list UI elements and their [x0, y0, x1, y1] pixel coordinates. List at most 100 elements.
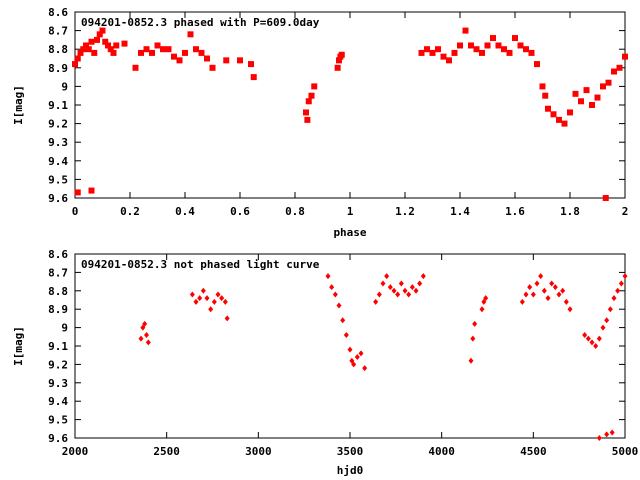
- data-point: [187, 31, 194, 38]
- data-point: [215, 291, 221, 298]
- plot-title: 094201-0852.3 not phased light curve: [81, 258, 320, 271]
- data-point: [512, 35, 518, 42]
- data-point: [506, 49, 513, 56]
- data-point: [398, 280, 404, 287]
- x-tick-label: 0.8: [285, 205, 305, 218]
- data-point: [484, 42, 491, 49]
- x-tick-label: 0.4: [175, 205, 195, 218]
- data-point: [523, 46, 529, 53]
- data-point: [473, 46, 480, 53]
- data-point: [556, 291, 562, 298]
- data-point: [538, 273, 544, 280]
- data-point: [145, 339, 151, 346]
- x-tick-label: 4000: [428, 445, 455, 458]
- data-point: [609, 429, 615, 436]
- data-point: [528, 49, 535, 56]
- data-point: [572, 90, 579, 97]
- data-point: [143, 46, 150, 53]
- data-point: [545, 295, 551, 302]
- y-tick-label: 9.5: [48, 414, 68, 427]
- data-point: [303, 109, 309, 116]
- data-point: [376, 291, 382, 298]
- data-point: [600, 83, 606, 90]
- x-tick-label: 0.6: [230, 205, 250, 218]
- data-point: [604, 317, 610, 324]
- data-point: [470, 335, 476, 342]
- data-point: [424, 46, 430, 53]
- data-point: [384, 273, 390, 280]
- x-tick-label: 0: [72, 205, 79, 218]
- data-point: [85, 46, 92, 53]
- data-point: [329, 284, 335, 291]
- data-point: [409, 284, 415, 291]
- y-tick-label: 9.3: [48, 136, 68, 149]
- data-point: [182, 49, 188, 56]
- x-tick-label: 4500: [520, 445, 547, 458]
- x-tick-label: 0.2: [120, 205, 140, 218]
- data-point: [336, 57, 342, 64]
- data-point: [420, 273, 426, 280]
- y-tick-label: 9: [61, 322, 68, 335]
- data-point: [107, 46, 114, 53]
- y-tick-label: 9.6: [48, 432, 68, 445]
- data-point: [197, 295, 203, 302]
- data-point: [171, 53, 177, 60]
- data-point: [105, 42, 111, 49]
- data-point: [596, 335, 602, 342]
- data-point: [539, 83, 546, 90]
- data-point: [542, 92, 549, 99]
- data-point: [490, 35, 496, 42]
- data-point: [250, 74, 257, 81]
- y-tick-label: 9.5: [48, 173, 68, 186]
- data-point: [468, 42, 474, 49]
- data-point: [593, 343, 599, 349]
- data-point: [585, 335, 591, 342]
- data-point: [541, 287, 547, 294]
- data-point: [605, 79, 612, 86]
- data-point: [583, 87, 590, 94]
- y-tick-label: 9.4: [48, 155, 68, 168]
- data-point: [435, 46, 441, 53]
- data-point: [113, 42, 120, 49]
- data-point: [479, 306, 485, 313]
- x-tick-label: 3500: [337, 445, 364, 458]
- data-point: [615, 287, 621, 294]
- data-point: [338, 51, 345, 58]
- data-point: [387, 284, 393, 291]
- data-point: [549, 280, 555, 287]
- data-point: [354, 354, 360, 361]
- data-point: [611, 295, 617, 302]
- data-point: [88, 187, 95, 194]
- data-point: [340, 317, 346, 324]
- data-point: [604, 431, 610, 438]
- data-point: [332, 291, 338, 298]
- y-tick-label: 9.4: [48, 395, 68, 408]
- data-point: [80, 46, 87, 53]
- x-tick-label: 2500: [153, 445, 180, 458]
- data-point: [304, 116, 311, 123]
- data-point: [446, 57, 452, 64]
- data-point: [347, 346, 353, 353]
- y-axis-label: I[mag]: [12, 85, 25, 125]
- data-point: [198, 49, 205, 56]
- data-point: [77, 49, 84, 56]
- data-point: [616, 64, 623, 71]
- data-point: [94, 36, 100, 43]
- data-point: [550, 111, 557, 118]
- data-point: [373, 298, 379, 305]
- x-tick-label: 1.4: [450, 205, 470, 218]
- data-point: [600, 324, 606, 331]
- x-tick-label: 5000: [612, 445, 639, 458]
- data-point: [209, 64, 216, 71]
- data-point: [479, 49, 485, 56]
- data-point: [483, 295, 489, 302]
- data-point: [567, 306, 573, 313]
- x-tick-label: 2000: [62, 445, 89, 458]
- data-point: [602, 195, 609, 201]
- data-point: [211, 298, 217, 305]
- data-point: [417, 280, 423, 287]
- data-point: [622, 53, 628, 60]
- data-point: [132, 64, 139, 71]
- data-point: [560, 287, 566, 294]
